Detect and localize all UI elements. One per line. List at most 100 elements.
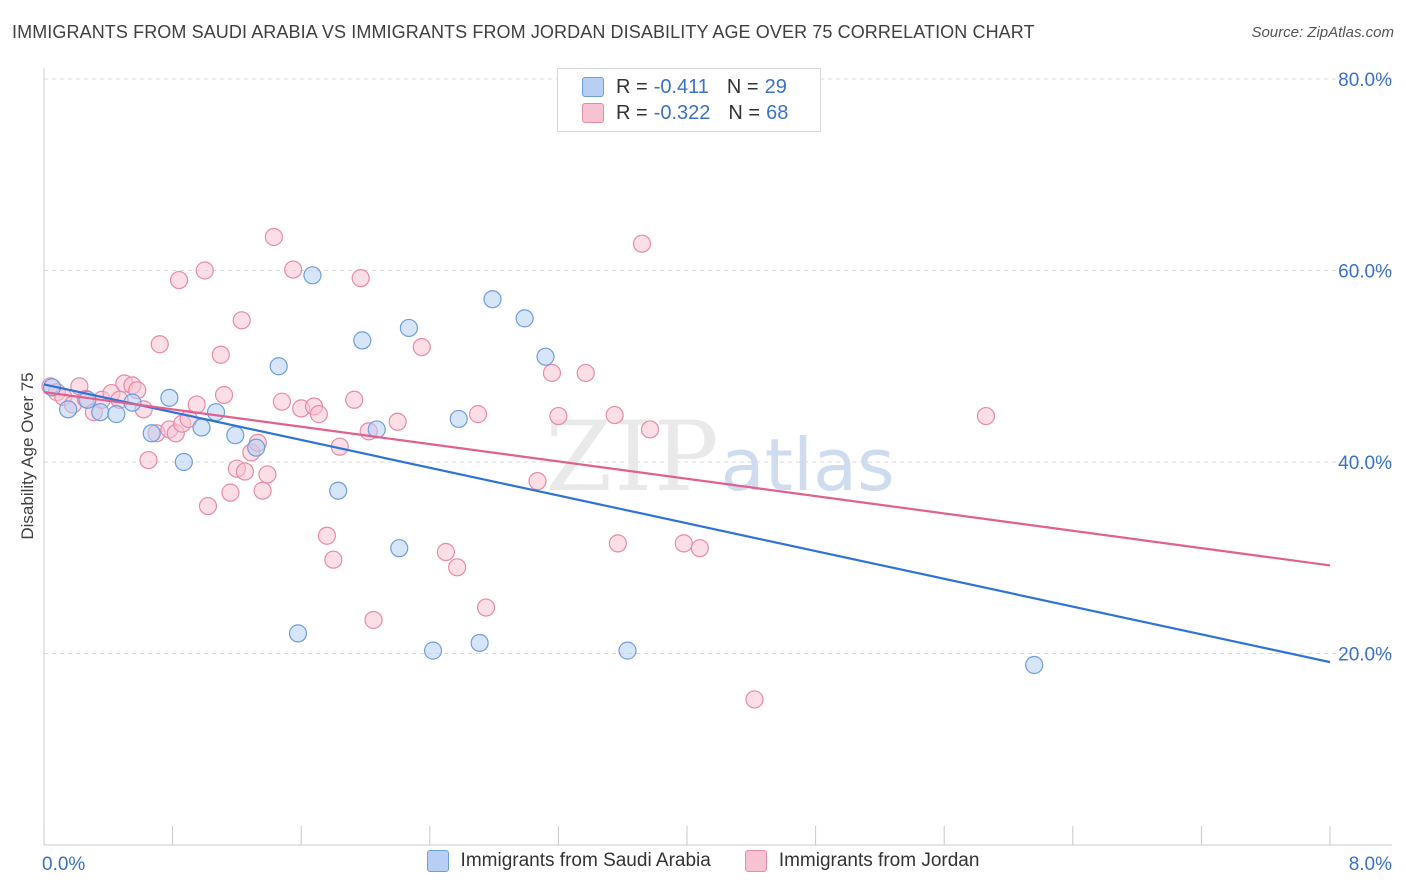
source-credit: Source: ZipAtlas.com bbox=[1251, 24, 1394, 41]
data-point bbox=[139, 450, 158, 470]
data-point bbox=[214, 385, 234, 405]
legend-n-label: N = bbox=[728, 101, 761, 124]
data-point bbox=[235, 462, 255, 481]
data-point bbox=[515, 309, 534, 328]
axes bbox=[43, 68, 1392, 846]
chart-title: IMMIGRANTS FROM SAUDI ARABIA VS IMMIGRAN… bbox=[12, 22, 1035, 42]
data-point bbox=[198, 496, 218, 516]
legend-swatch-pink bbox=[582, 103, 604, 123]
data-point bbox=[324, 550, 343, 569]
data-point bbox=[399, 318, 419, 338]
legend-row-jordan: R = -0.322 N = 68 bbox=[582, 100, 788, 126]
data-point bbox=[605, 405, 624, 425]
tick-labels: 20.0% 40.0% 60.0% 80.0% 0.0% 8.0% bbox=[42, 70, 1392, 875]
data-point bbox=[353, 331, 372, 350]
legend-r-label: R = bbox=[616, 101, 648, 124]
legend-r-value: -0.322 bbox=[653, 101, 711, 124]
x-tick-label: 0.0% bbox=[42, 854, 85, 875]
data-point bbox=[690, 539, 709, 558]
data-point bbox=[142, 424, 161, 443]
watermark-atlas: atlas bbox=[721, 423, 895, 507]
data-point bbox=[174, 452, 193, 472]
data-point bbox=[388, 412, 407, 431]
data-point bbox=[536, 347, 555, 366]
data-point bbox=[160, 388, 179, 407]
watermark: ZIPatlas bbox=[545, 401, 894, 513]
data-point bbox=[542, 363, 562, 383]
data-point bbox=[303, 266, 322, 285]
legend-row-saudi-arabia: R = -0.411 N = 29 bbox=[582, 74, 787, 100]
series-legend: Immigrants from Saudi Arabia Immigrants … bbox=[0, 850, 1406, 872]
legend-r-label: R = bbox=[616, 75, 648, 98]
data-point bbox=[423, 641, 443, 660]
data-point bbox=[470, 633, 489, 653]
data-point bbox=[187, 395, 206, 414]
legend-swatch-pink bbox=[744, 850, 767, 872]
data-point bbox=[632, 234, 652, 253]
legend-swatch-blue bbox=[426, 850, 449, 872]
y-tick-label: 20.0% bbox=[1338, 645, 1392, 666]
data-point bbox=[351, 269, 370, 288]
data-point bbox=[412, 338, 431, 357]
legend-r-value: -0.411 bbox=[653, 75, 709, 98]
data-point bbox=[364, 610, 383, 630]
legend-n-value: 68 bbox=[766, 101, 789, 124]
data-point bbox=[211, 345, 230, 364]
data-point bbox=[206, 403, 226, 422]
data-point bbox=[329, 481, 348, 500]
legend-n-value: 29 bbox=[764, 75, 787, 98]
data-point bbox=[232, 311, 251, 330]
data-point bbox=[91, 403, 110, 422]
series-jordan-points bbox=[41, 227, 996, 709]
data-point bbox=[483, 290, 502, 309]
data-point bbox=[528, 472, 547, 491]
data-point bbox=[192, 418, 211, 437]
data-point bbox=[59, 400, 78, 419]
data-point bbox=[618, 641, 637, 660]
trend-lines bbox=[43, 383, 1331, 664]
data-point bbox=[317, 526, 337, 545]
data-point bbox=[1025, 655, 1044, 675]
legend-item-saudi-arabia[interactable]: Immigrants from Saudi Arabia bbox=[426, 850, 711, 872]
data-point bbox=[269, 357, 288, 376]
data-point bbox=[226, 426, 245, 445]
correlation-legend: R = -0.411 N = 29 R = -0.322 N = 68 bbox=[557, 68, 821, 132]
data-point bbox=[309, 405, 328, 424]
data-point bbox=[674, 534, 693, 553]
y-tick-label: 40.0% bbox=[1338, 453, 1392, 474]
legend-item-jordan[interactable]: Immigrants from Jordan bbox=[744, 850, 980, 872]
data-point bbox=[476, 598, 496, 617]
data-point bbox=[640, 420, 660, 439]
data-point bbox=[976, 406, 996, 426]
watermark-zip: ZIP bbox=[545, 401, 720, 513]
data-point bbox=[745, 690, 764, 709]
data-point bbox=[449, 409, 468, 429]
data-point bbox=[264, 227, 283, 247]
data-point bbox=[345, 390, 364, 409]
legend-label: Immigrants from Jordan bbox=[778, 850, 980, 871]
trend-line bbox=[43, 391, 1331, 567]
data-point bbox=[284, 260, 303, 279]
data-point bbox=[247, 438, 266, 457]
data-point bbox=[150, 335, 169, 354]
data-point bbox=[272, 392, 292, 411]
data-point bbox=[549, 406, 568, 426]
data-point bbox=[448, 558, 467, 577]
x-tick-label: 8.0% bbox=[1349, 854, 1392, 875]
data-point bbox=[169, 270, 189, 290]
data-point bbox=[221, 483, 240, 502]
legend-label: Immigrants from Saudi Arabia bbox=[460, 850, 711, 871]
y-tick-label: 60.0% bbox=[1338, 262, 1392, 283]
data-point bbox=[436, 542, 455, 562]
data-point bbox=[576, 363, 595, 383]
legend-swatch-blue bbox=[582, 77, 604, 97]
data-point bbox=[608, 534, 627, 553]
grid-lines bbox=[44, 78, 1392, 654]
data-point bbox=[107, 405, 126, 424]
trend-line bbox=[43, 383, 1331, 664]
data-point bbox=[258, 465, 277, 484]
legend-n-label: N = bbox=[726, 75, 759, 98]
y-tick-label: 80.0% bbox=[1338, 70, 1392, 91]
data-point bbox=[468, 405, 488, 424]
